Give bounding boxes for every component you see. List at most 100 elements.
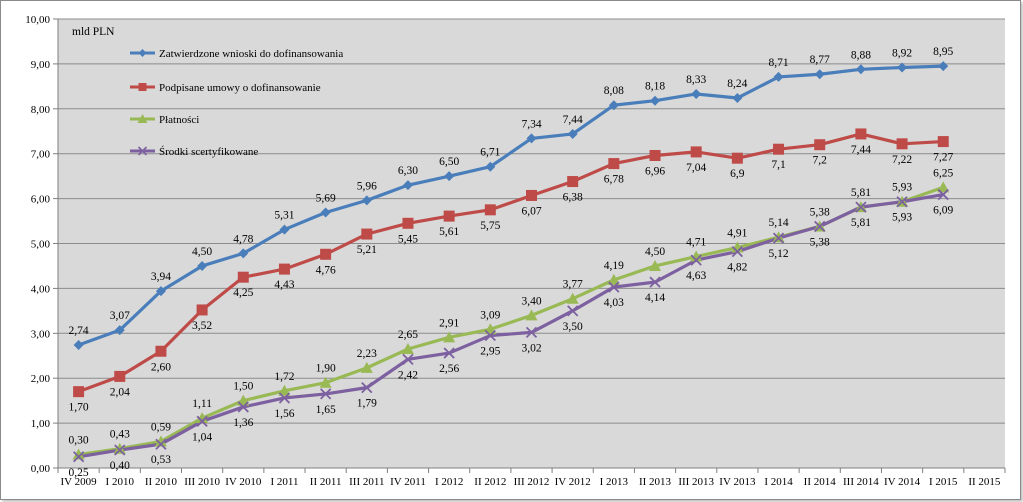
data-point-marker — [814, 69, 825, 80]
x-tick-label: II 2012 — [474, 476, 506, 488]
data-label: 5,38 — [810, 236, 830, 248]
data-point-marker — [814, 139, 826, 151]
data-point-marker — [196, 304, 208, 316]
data-label: 3,40 — [521, 295, 541, 307]
data-point-marker — [73, 339, 84, 350]
data-label: 4,78 — [233, 233, 253, 245]
data-point-marker — [278, 384, 291, 396]
legend-entry: Płatności — [130, 114, 199, 126]
data-point-marker — [814, 220, 826, 233]
x-tick-label: III 2014 — [843, 476, 879, 488]
data-label: 0,53 — [151, 454, 171, 466]
data-label: 7,22 — [892, 154, 912, 166]
data-label: 0,59 — [151, 422, 171, 434]
data-point-marker — [401, 343, 414, 355]
data-label: 7,44 — [851, 144, 871, 156]
data-point-marker — [773, 71, 784, 82]
data-point-marker — [608, 100, 619, 111]
data-label: 4,71 — [686, 237, 706, 249]
data-point-marker — [567, 128, 578, 139]
data-point-marker — [484, 204, 496, 216]
data-point-marker — [154, 435, 167, 447]
data-point-marker — [237, 401, 249, 413]
data-label: 8,71 — [768, 57, 788, 69]
data-label: 8,18 — [645, 81, 665, 93]
data-label: 5,96 — [357, 180, 377, 192]
data-label: 7,44 — [563, 114, 583, 126]
data-point-marker — [361, 195, 372, 206]
x-tick-label: IV 2009 — [61, 476, 98, 488]
data-point-marker — [938, 61, 949, 72]
data-point-marker — [525, 326, 538, 339]
data-point-marker — [113, 442, 126, 454]
data-label: 2,60 — [151, 361, 171, 373]
data-point-marker — [238, 248, 249, 259]
x-tick-label: I 2010 — [106, 476, 135, 488]
data-label: 4,91 — [727, 228, 747, 240]
data-label: 1,36 — [233, 417, 253, 429]
series-line — [78, 132, 944, 394]
x-tick-label: III 2013 — [678, 476, 714, 488]
data-label: 3,07 — [110, 310, 130, 322]
data-label: 6,30 — [398, 165, 418, 177]
data-point-marker — [484, 329, 496, 342]
x-tick-label: III 2010 — [184, 476, 220, 488]
legend-entry: Zatwierdzone wnioski do dofinansowania — [130, 48, 343, 60]
data-point-marker — [485, 161, 496, 172]
data-label: 8,33 — [686, 74, 706, 86]
data-point-marker — [320, 248, 332, 260]
data-point-marker — [731, 152, 743, 164]
data-label: 2,95 — [480, 346, 500, 358]
data-point-marker — [649, 259, 662, 271]
data-label: 7,27 — [933, 152, 953, 164]
y-axis-unit-label: mld PLN — [72, 26, 115, 38]
data-label: 2,42 — [398, 369, 418, 381]
data-label: 6,38 — [563, 192, 583, 204]
x-tick-label: IV 2011 — [390, 476, 426, 488]
data-point-marker — [691, 88, 702, 99]
data-label: 5,75 — [480, 220, 500, 232]
data-label: 2,91 — [439, 317, 459, 329]
data-label: 4,19 — [604, 260, 624, 272]
data-label: 2,23 — [357, 348, 377, 360]
data-point-marker — [361, 228, 373, 240]
data-point-marker — [772, 231, 785, 243]
data-label: 4,76 — [316, 264, 336, 276]
x-axis-tick-labels: IV 2009 I 2010 II 2010 III 2010 IV 2010 I 201… — [61, 476, 1001, 488]
data-label: 5,14 — [768, 217, 788, 229]
y-tick-label: 7,00 — [31, 149, 51, 161]
data-label: 3,77 — [563, 279, 583, 291]
data-point-marker — [443, 347, 455, 359]
data-label: 3,50 — [563, 321, 583, 333]
data-label: 7,04 — [686, 162, 706, 174]
data-label: 5,12 — [768, 248, 788, 260]
data-label: 1,04 — [192, 431, 212, 443]
data-point-marker — [72, 448, 85, 460]
data-point-marker — [279, 224, 290, 235]
data-label: 5,21 — [357, 244, 377, 256]
x-tick-label: III 2011 — [349, 476, 384, 488]
legend-label: Zatwierdzone wnioski do dofinansowania — [159, 48, 343, 60]
series-line — [78, 64, 944, 347]
data-point-marker — [690, 250, 703, 262]
y-tick-label: 3,00 — [31, 328, 51, 340]
x-tick-label: III 2012 — [514, 476, 550, 488]
legend-label: Płatności — [159, 114, 199, 126]
data-point-marker — [608, 158, 620, 170]
data-label: 2,65 — [398, 329, 418, 341]
data-label: 6,71 — [480, 147, 500, 159]
data-label: 8,92 — [892, 47, 912, 59]
x-tick-label: II 2011 — [310, 476, 342, 488]
data-label: 5,38 — [810, 206, 830, 218]
data-label: 5,69 — [316, 193, 336, 205]
data-point-marker — [197, 260, 208, 271]
data-point-marker — [690, 146, 702, 158]
data-label: 7,1 — [771, 159, 786, 171]
data-label: 5,81 — [851, 187, 871, 199]
data-labels: 2,74 3,07 3,94 4,50 4,78 5,31 5,69 5,96 6,30 6,50… — [69, 46, 954, 479]
data-point-marker — [319, 388, 332, 400]
y-tick-label: 8,00 — [31, 104, 51, 116]
x-tick-label: I 2012 — [435, 476, 463, 488]
data-label: 2,04 — [110, 386, 130, 398]
